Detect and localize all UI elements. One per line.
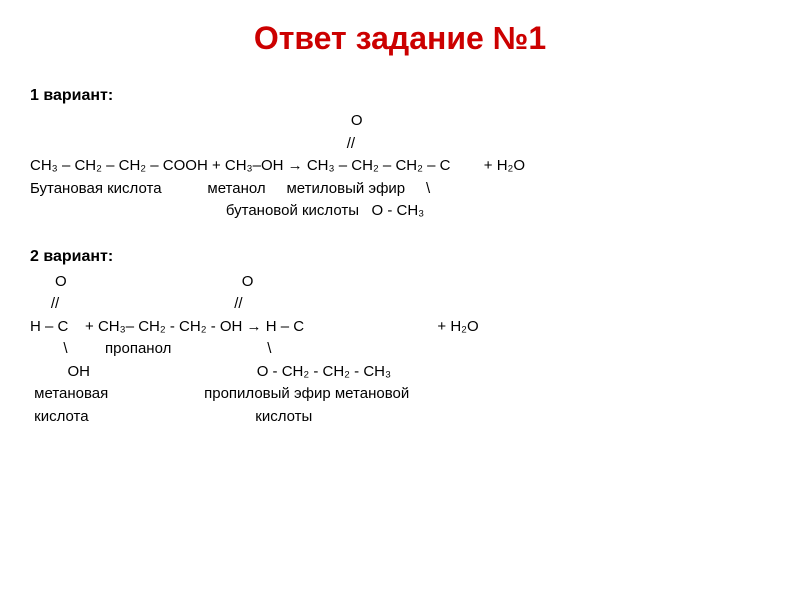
variant-2-chemistry: O O // // H – C + CH₃– CH₂ - CH₂ - OH → … [30, 271, 770, 429]
page-title: Ответ задание №1 [30, 20, 770, 57]
v1-labels1: Бутановая кислота метанол метиловый эфир… [30, 180, 430, 197]
v2-line4: \ пропанол \ [30, 340, 271, 357]
v1-line2: // [30, 135, 355, 152]
v1-labels2: бутановой кислоты O - CH₃ [30, 202, 424, 219]
v2-line2: // // [30, 295, 243, 312]
v1-reaction: CH₃ – CH₂ – CH₂ – COOH + CH₃–OH → CH₃ – … [30, 157, 525, 174]
variant-1-block: 1 вариант: O // CH₃ – CH₂ – CH₂ – COOH +… [30, 87, 770, 223]
v2-reaction: H – C + CH₃– CH₂ - CH₂ - OH → H – C + H₂… [30, 318, 479, 335]
v1-line1: O [30, 112, 363, 129]
variant-1-label: 1 вариант: [30, 87, 770, 105]
v2-line1: O O [30, 273, 253, 290]
v2-labels1: метановая пропиловый эфир метановой [30, 385, 409, 402]
v2-line5: OH O - CH₂ - CH₂ - CH₃ [30, 363, 391, 380]
variant-2-block: 2 вариант: O O // // H – C + CH₃– CH₂ - … [30, 248, 770, 429]
variant-1-chemistry: O // CH₃ – CH₂ – CH₂ – COOH + CH₃–OH → C… [30, 110, 770, 223]
variant-2-label: 2 вариант: [30, 248, 770, 266]
v2-labels2: кислота кислоты [30, 408, 312, 425]
